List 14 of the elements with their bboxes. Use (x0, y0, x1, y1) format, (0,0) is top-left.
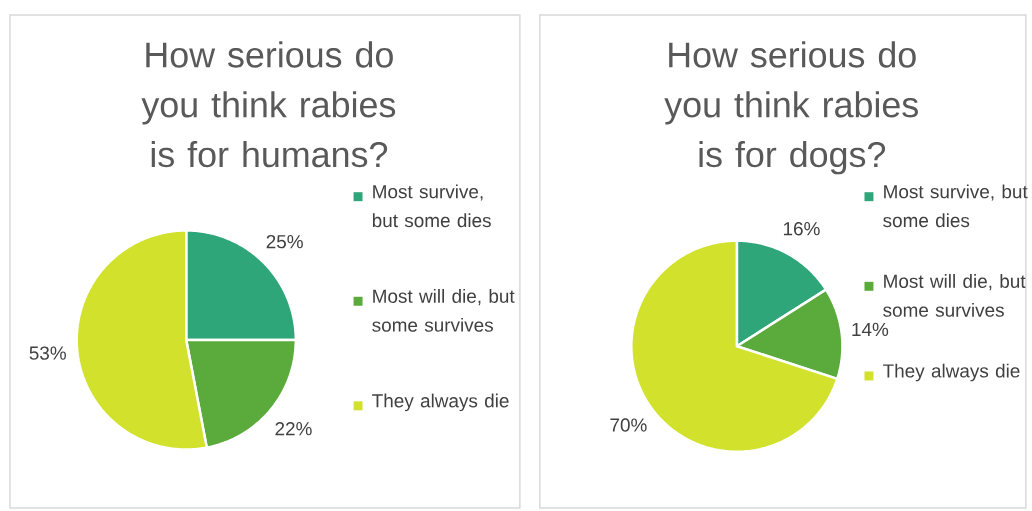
data-label: 16% (783, 222, 820, 236)
legend-label: They always die (372, 393, 509, 412)
chart-title: How serious do you think rabies is for humans? (141, 41, 396, 168)
chart-title: How serious do you think rabies is for dogs? (664, 41, 918, 175)
legend-label: Most survive, but some dies (883, 184, 1028, 228)
data-label: 14% (852, 322, 889, 337)
legend-label: Most survive, but some dies (372, 184, 491, 228)
data-label: 25% (266, 234, 303, 249)
data-label: 22% (275, 422, 312, 436)
data-label: 53% (29, 346, 66, 360)
data-label: 70% (610, 418, 647, 432)
legend-label: Most will die, but some survives (883, 274, 1026, 317)
legend-label: Most will die, but some survives (372, 289, 515, 332)
legend-label: They always die (883, 363, 1020, 382)
